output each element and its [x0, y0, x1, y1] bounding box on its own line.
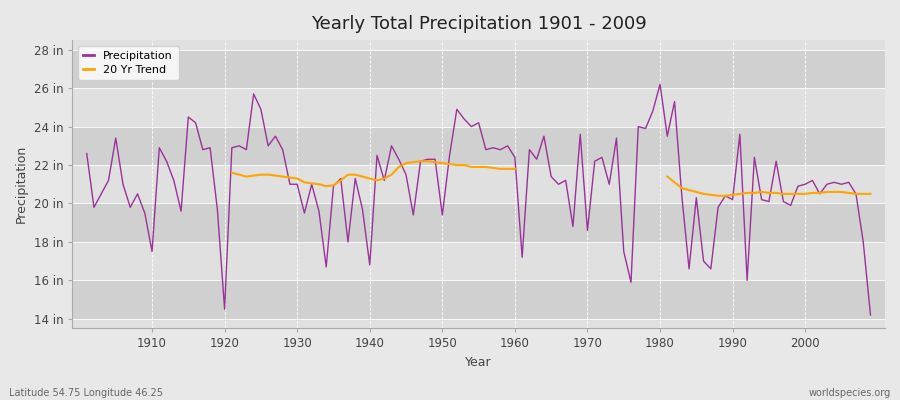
- Bar: [72, 50, 885, 88]
- Line: 20 Yr Trend: 20 Yr Trend: [232, 161, 515, 186]
- Precipitation: [502, 144, 513, 148]
- Precipitation: [654, 82, 665, 87]
- Precipitation: [81, 151, 92, 156]
- 20 Yr Trend: [241, 174, 252, 179]
- X-axis label: Year: Year: [465, 356, 492, 369]
- 20 Yr Trend: [502, 166, 513, 171]
- Precipitation: [343, 240, 354, 244]
- Line: Precipitation: Precipitation: [86, 84, 870, 315]
- 20 Yr Trend: [234, 172, 245, 177]
- 20 Yr Trend: [495, 166, 506, 171]
- 20 Yr Trend: [364, 176, 375, 181]
- 20 Yr Trend: [313, 182, 324, 187]
- 20 Yr Trend: [284, 175, 295, 180]
- Precipitation: [509, 155, 520, 160]
- Legend: Precipitation, 20 Yr Trend: Precipitation, 20 Yr Trend: [77, 46, 178, 80]
- Y-axis label: Precipitation: Precipitation: [15, 145, 28, 223]
- 20 Yr Trend: [386, 172, 397, 177]
- 20 Yr Trend: [248, 173, 259, 178]
- 20 Yr Trend: [393, 164, 404, 169]
- 20 Yr Trend: [509, 166, 520, 171]
- 20 Yr Trend: [436, 161, 447, 166]
- 20 Yr Trend: [306, 181, 317, 186]
- 20 Yr Trend: [320, 184, 331, 188]
- Title: Yearly Total Precipitation 1901 - 2009: Yearly Total Precipitation 1901 - 2009: [310, 15, 646, 33]
- 20 Yr Trend: [481, 164, 491, 169]
- 20 Yr Trend: [270, 173, 281, 178]
- Precipitation: [865, 312, 876, 317]
- Precipitation: [299, 211, 310, 216]
- 20 Yr Trend: [488, 166, 499, 170]
- 20 Yr Trend: [473, 164, 484, 169]
- Text: worldspecies.org: worldspecies.org: [809, 388, 891, 398]
- 20 Yr Trend: [429, 160, 440, 164]
- Precipitation: [140, 211, 150, 216]
- 20 Yr Trend: [328, 183, 339, 188]
- 20 Yr Trend: [459, 163, 470, 168]
- 20 Yr Trend: [379, 176, 390, 181]
- Precipitation: [597, 155, 608, 160]
- Bar: [72, 280, 885, 319]
- 20 Yr Trend: [343, 172, 354, 177]
- 20 Yr Trend: [263, 172, 274, 177]
- 20 Yr Trend: [422, 159, 433, 164]
- 20 Yr Trend: [400, 161, 411, 166]
- 20 Yr Trend: [466, 164, 477, 169]
- 20 Yr Trend: [299, 180, 310, 185]
- Text: Latitude 54.75 Longitude 46.25: Latitude 54.75 Longitude 46.25: [9, 388, 163, 398]
- 20 Yr Trend: [256, 172, 266, 177]
- 20 Yr Trend: [415, 159, 426, 164]
- 20 Yr Trend: [336, 178, 346, 183]
- Bar: [72, 204, 885, 242]
- Bar: [72, 127, 885, 165]
- 20 Yr Trend: [452, 163, 463, 168]
- 20 Yr Trend: [292, 176, 302, 181]
- 20 Yr Trend: [277, 174, 288, 179]
- 20 Yr Trend: [227, 170, 238, 175]
- 20 Yr Trend: [445, 162, 455, 166]
- 20 Yr Trend: [372, 178, 382, 183]
- 20 Yr Trend: [408, 160, 418, 164]
- 20 Yr Trend: [357, 174, 368, 179]
- 20 Yr Trend: [350, 172, 361, 177]
